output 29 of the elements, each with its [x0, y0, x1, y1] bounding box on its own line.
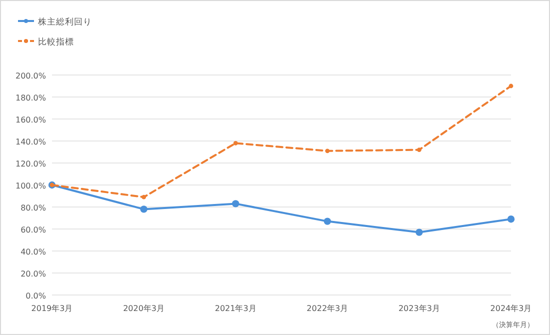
- y-tick-label: 60.0%: [20, 226, 46, 234]
- point: [232, 200, 240, 208]
- point: [142, 194, 146, 200]
- point: [233, 141, 238, 146]
- x-tick-label: 2023年3月: [398, 304, 440, 313]
- legend-label: 比較指標: [38, 36, 74, 48]
- y-tick-label: 140.0%: [15, 138, 46, 146]
- point: [417, 148, 422, 152]
- y-tick-label: 0.0%: [26, 292, 46, 300]
- x-tick-label: 2024年3月: [490, 304, 532, 313]
- point: [140, 206, 148, 213]
- y-tick-label: 120.0%: [15, 160, 46, 168]
- y-tick-label: 200.0%: [15, 72, 46, 80]
- y-tick-label: 180.0%: [15, 94, 46, 102]
- point: [324, 218, 331, 225]
- x-tick-label: 2019年3月: [31, 304, 73, 313]
- y-tick-label: 80.0%: [20, 204, 46, 212]
- y-tick-label: 160.0%: [15, 116, 46, 124]
- y-tick-label: 20.0%: [20, 270, 46, 278]
- point: [416, 228, 423, 236]
- y-tick-label: 100.0%: [15, 182, 46, 190]
- x-tick-label: 2020年3月: [123, 304, 165, 313]
- legend-label: 株主総利回り: [37, 16, 92, 28]
- point: [325, 148, 330, 154]
- x-tick-label: 2021年3月: [214, 304, 256, 313]
- y-tick-label: 40.0%: [20, 248, 46, 256]
- x-tick-label: 2022年3月: [306, 304, 348, 313]
- point: [508, 84, 514, 88]
- point: [507, 216, 515, 223]
